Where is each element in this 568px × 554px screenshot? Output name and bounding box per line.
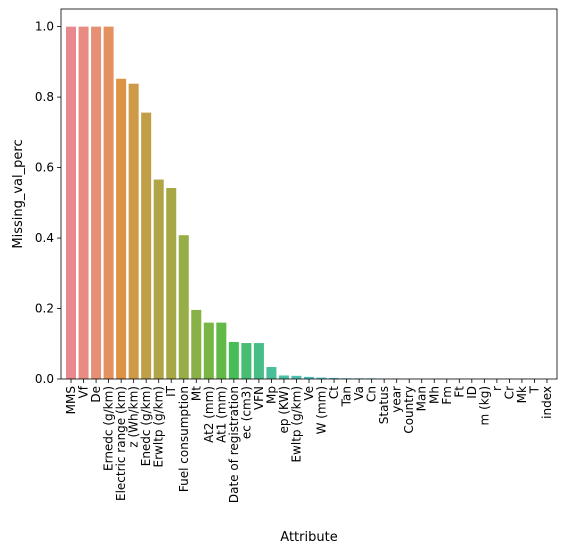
- bar: [316, 377, 327, 379]
- x-tick-label: De: [89, 386, 103, 403]
- y-tick-label: 0.2: [35, 302, 54, 316]
- y-tick-label: 0.4: [35, 231, 54, 245]
- x-tick-label: Man: [415, 386, 429, 411]
- x-tick-label: Status: [377, 386, 391, 424]
- x-tick-label: MMS: [64, 386, 78, 414]
- x-tick-label: index: [540, 386, 554, 419]
- bar: [66, 26, 77, 380]
- x-tick-label: Ft: [452, 386, 466, 398]
- bar: [178, 235, 189, 379]
- x-tick-label: Ernedc (g/km): [102, 386, 116, 471]
- x-tick-label: Ve: [302, 386, 316, 401]
- bar: [103, 26, 114, 380]
- bar: [303, 376, 315, 379]
- x-tick-label: Enedc (g/km): [139, 386, 153, 466]
- bar: [153, 179, 164, 379]
- x-tick-label: Date of registration: [227, 386, 241, 503]
- bar: [266, 367, 277, 379]
- x-tick-label: Country: [402, 386, 416, 434]
- y-tick-label: 0.8: [35, 90, 54, 104]
- x-tick-label: m (kg): [477, 386, 491, 425]
- x-tick-label: W (mm): [315, 386, 329, 434]
- bar: [78, 26, 89, 380]
- bar: [166, 188, 177, 379]
- x-tick-label: z (Wh/km): [127, 386, 141, 448]
- x-tick-label: Electric range (km): [114, 386, 128, 501]
- y-axis-ticks: 0.0 0.2 0.4 0.6 0.8 1.0: [35, 20, 61, 386]
- x-tick-label: Cr: [502, 386, 516, 399]
- y-tick-label: 0.0: [35, 372, 54, 386]
- x-tick-label: Mp: [264, 386, 278, 404]
- x-tick-label: Tan: [340, 386, 354, 407]
- x-tick-label: Ct: [327, 386, 341, 399]
- x-tick-label: At1 (mm): [214, 386, 228, 443]
- x-tick-label: Mh: [427, 386, 441, 404]
- bar: [191, 309, 202, 379]
- bar: [278, 375, 289, 379]
- bar: [228, 342, 239, 379]
- bar: [253, 343, 264, 379]
- bar: [329, 377, 340, 379]
- x-tick-label: VFN: [252, 386, 266, 410]
- bar: [141, 112, 152, 379]
- x-axis-label: Attribute: [280, 530, 337, 545]
- bar: [128, 83, 139, 379]
- y-tick-label: 1.0: [35, 20, 54, 34]
- x-tick-label: Erwltp (g/km): [152, 386, 166, 467]
- y-axis-label: Missing_val_perc: [11, 139, 26, 248]
- x-tick-label: r: [490, 386, 504, 391]
- bar: [241, 343, 252, 379]
- x-tick-label: ep (KW): [277, 386, 291, 433]
- x-tick-label: IT: [164, 385, 178, 397]
- x-tick-label: year: [390, 386, 404, 413]
- x-tick-label: Ewltp (g/km): [289, 386, 303, 463]
- x-tick-label: At2 (mm): [202, 386, 216, 443]
- x-tick-label: T: [527, 385, 541, 394]
- x-tick-label: Mk: [515, 386, 529, 403]
- plot-frame: [60, 8, 558, 380]
- bar: [91, 26, 102, 380]
- x-tick-label: ec (cm3): [239, 386, 253, 439]
- x-tick-label: Va: [352, 386, 366, 401]
- x-tick-label: Fm: [440, 386, 454, 405]
- y-tick-label: 0.6: [35, 161, 54, 175]
- x-tick-label: Vf: [77, 385, 91, 398]
- x-tick-label: Fuel consumption: [177, 386, 191, 492]
- bar: [291, 375, 302, 379]
- bar: [216, 322, 227, 379]
- bar: [116, 78, 127, 380]
- bar: [203, 322, 214, 379]
- x-tick-label: ID: [465, 386, 479, 399]
- x-tick-label: Mt: [189, 386, 203, 401]
- bars-group: [66, 26, 540, 380]
- x-tick-label: Cn: [365, 386, 379, 402]
